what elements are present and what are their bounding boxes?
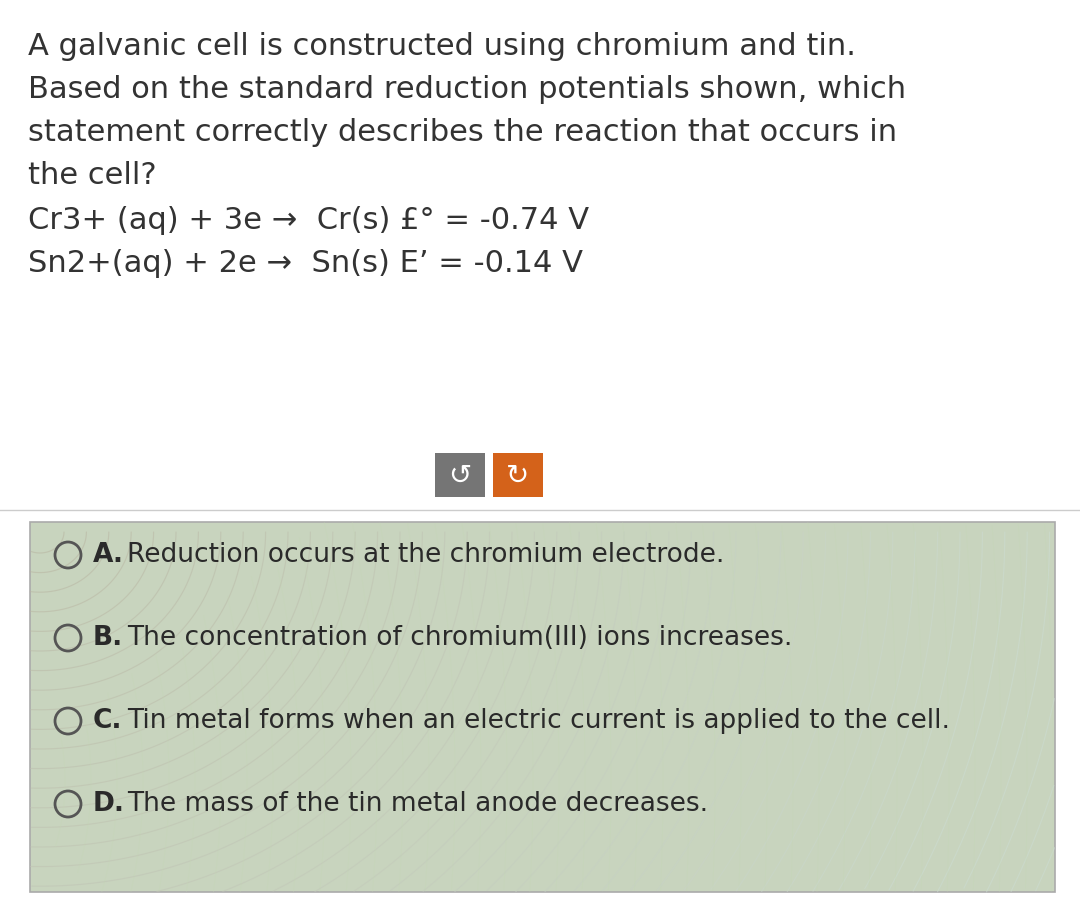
Text: Cr3+ (aq) + 3e →  Cr(s) £° = -0.74 V: Cr3+ (aq) + 3e → Cr(s) £° = -0.74 V: [28, 206, 589, 235]
Text: A galvanic cell is constructed using chromium and tin.: A galvanic cell is constructed using chr…: [28, 32, 855, 61]
Text: Reduction occurs at the chromium electrode.: Reduction occurs at the chromium electro…: [127, 542, 725, 568]
Text: C.: C.: [93, 708, 122, 734]
Text: ↻: ↻: [507, 462, 529, 490]
FancyBboxPatch shape: [30, 522, 1055, 892]
Text: ↺: ↺: [448, 462, 472, 490]
Text: D.: D.: [93, 791, 125, 817]
Text: A.: A.: [93, 542, 124, 568]
Text: Based on the standard reduction potentials shown, which: Based on the standard reduction potentia…: [28, 75, 906, 104]
Text: the cell?: the cell?: [28, 161, 157, 190]
FancyBboxPatch shape: [435, 453, 485, 497]
Text: Sn2+(aq) + 2e →  Sn(s) E’ = -0.14 V: Sn2+(aq) + 2e → Sn(s) E’ = -0.14 V: [28, 249, 583, 278]
Text: Tin metal forms when an electric current is applied to the cell.: Tin metal forms when an electric current…: [127, 708, 950, 734]
Text: B.: B.: [93, 625, 123, 651]
Text: The mass of the tin metal anode decreases.: The mass of the tin metal anode decrease…: [127, 791, 708, 817]
Text: statement correctly describes the reaction that occurs in: statement correctly describes the reacti…: [28, 118, 897, 147]
Text: The concentration of chromium(III) ions increases.: The concentration of chromium(III) ions …: [127, 625, 793, 651]
FancyBboxPatch shape: [492, 453, 543, 497]
